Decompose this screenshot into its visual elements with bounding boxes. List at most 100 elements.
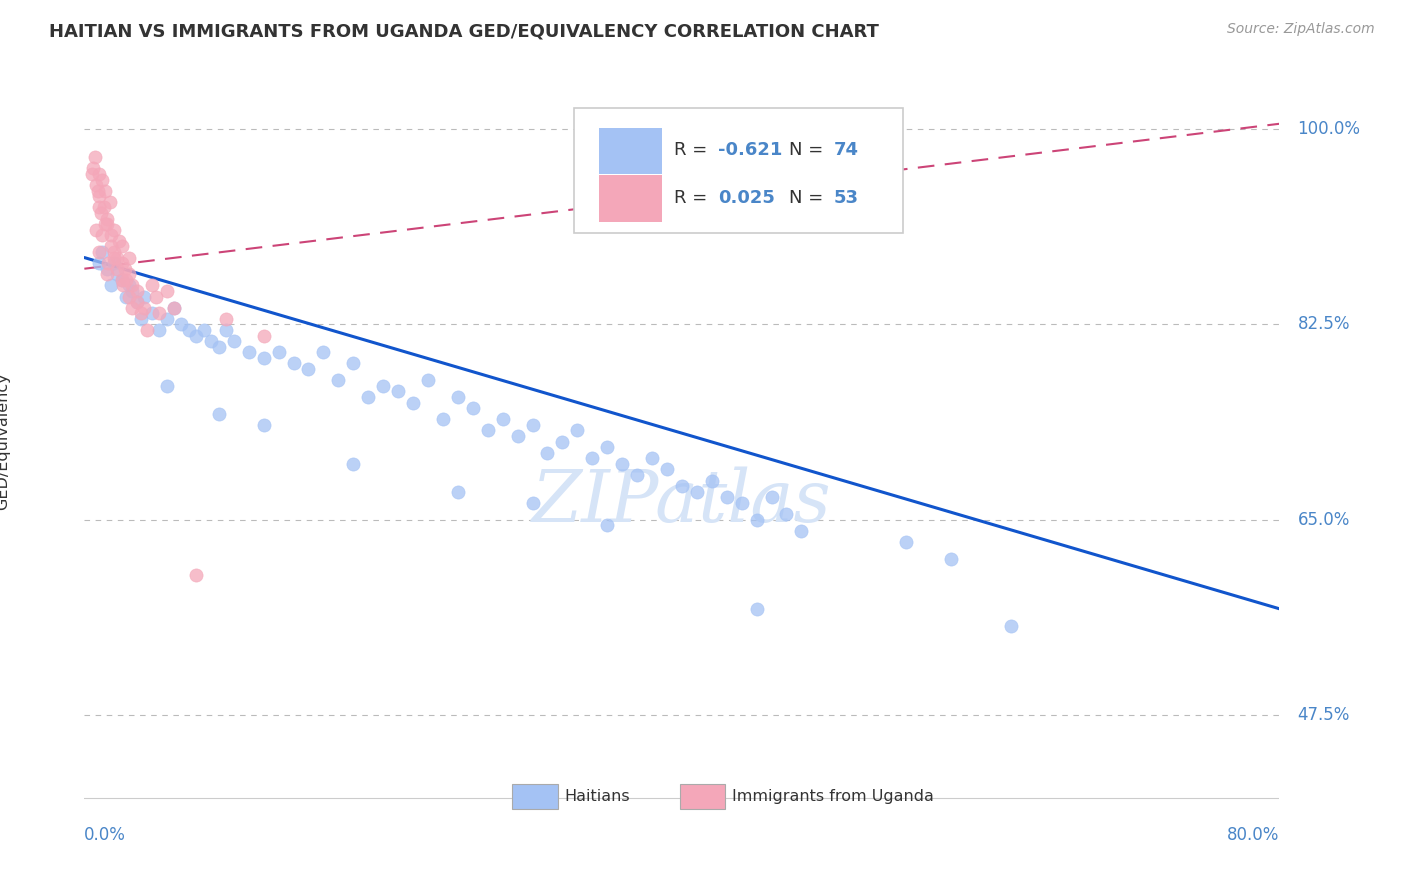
Point [283,356,305,371]
Point [581,451,603,466]
Text: Immigrants from Uganda: Immigrants from Uganda [733,789,934,804]
Point [700,474,723,488]
Point [267,345,290,359]
Point [222,334,245,349]
Point [89,189,111,203]
FancyBboxPatch shape [599,176,662,221]
Point [89,244,111,259]
Text: 65.0%: 65.0% [1298,510,1350,529]
Point [98,194,121,209]
Point [121,301,143,315]
Point [200,334,222,349]
Point [373,378,395,392]
Text: Haitians: Haitians [565,789,630,804]
Point [125,295,148,310]
Text: 74: 74 [834,142,859,160]
Point [89,201,111,215]
Text: 0.0%: 0.0% [84,826,127,844]
Point [141,306,163,320]
Point [145,290,167,304]
Point [100,278,122,293]
Point [97,256,120,270]
FancyBboxPatch shape [679,784,725,808]
Point [775,507,797,521]
Point [91,244,114,259]
Point [522,496,544,510]
Point [163,301,186,315]
Point [253,351,276,365]
Point [745,602,768,616]
Point [686,484,709,499]
FancyBboxPatch shape [512,784,558,808]
Point [86,178,108,193]
Point [671,479,693,493]
Point [121,284,143,298]
Point [402,395,425,409]
Text: N =: N = [790,189,830,207]
Point [80,167,103,181]
Point [432,412,454,426]
Point [111,239,134,253]
Point [132,290,156,304]
Point [86,223,108,237]
Text: Source: ZipAtlas.com: Source: ZipAtlas.com [1227,22,1375,37]
Point [170,318,193,332]
Point [91,228,114,243]
Point [114,261,136,276]
Point [91,172,114,186]
Text: 80.0%: 80.0% [1227,826,1279,844]
Point [141,278,163,293]
Point [506,429,529,443]
Text: R =: R = [673,189,713,207]
Point [82,161,104,176]
Point [416,373,439,387]
Point [105,268,128,282]
Point [790,524,813,538]
Point [148,306,170,320]
Point [551,434,574,449]
Point [208,340,231,354]
Point [163,301,186,315]
Point [357,390,380,404]
Point [177,323,200,337]
Point [492,412,515,426]
Point [118,251,141,265]
Point [297,362,319,376]
Point [111,273,134,287]
Point [100,228,122,243]
Point [536,446,558,460]
Point [96,217,118,231]
Point [125,295,148,310]
Point [111,273,134,287]
FancyBboxPatch shape [599,128,662,174]
Point [186,328,208,343]
Point [89,256,111,270]
Point [148,323,170,337]
Point [461,401,484,416]
Point [94,184,117,198]
Point [103,256,125,270]
Point [761,491,783,505]
Text: R =: R = [673,142,713,160]
Point [115,290,138,304]
Point [103,223,125,237]
Point [105,261,128,276]
Point [155,378,177,392]
Point [96,211,118,226]
Point [596,518,619,533]
Point [103,251,125,265]
Point [129,312,152,326]
Point [118,290,141,304]
Point [100,239,122,253]
Text: 47.5%: 47.5% [1298,706,1350,723]
Point [215,323,238,337]
Point [193,323,215,337]
Point [118,268,141,282]
Point [136,323,159,337]
Point [93,201,115,215]
Text: -0.621: -0.621 [718,142,782,160]
Point [208,407,231,421]
Point [641,451,664,466]
Text: 53: 53 [834,189,859,207]
Point [215,312,238,326]
